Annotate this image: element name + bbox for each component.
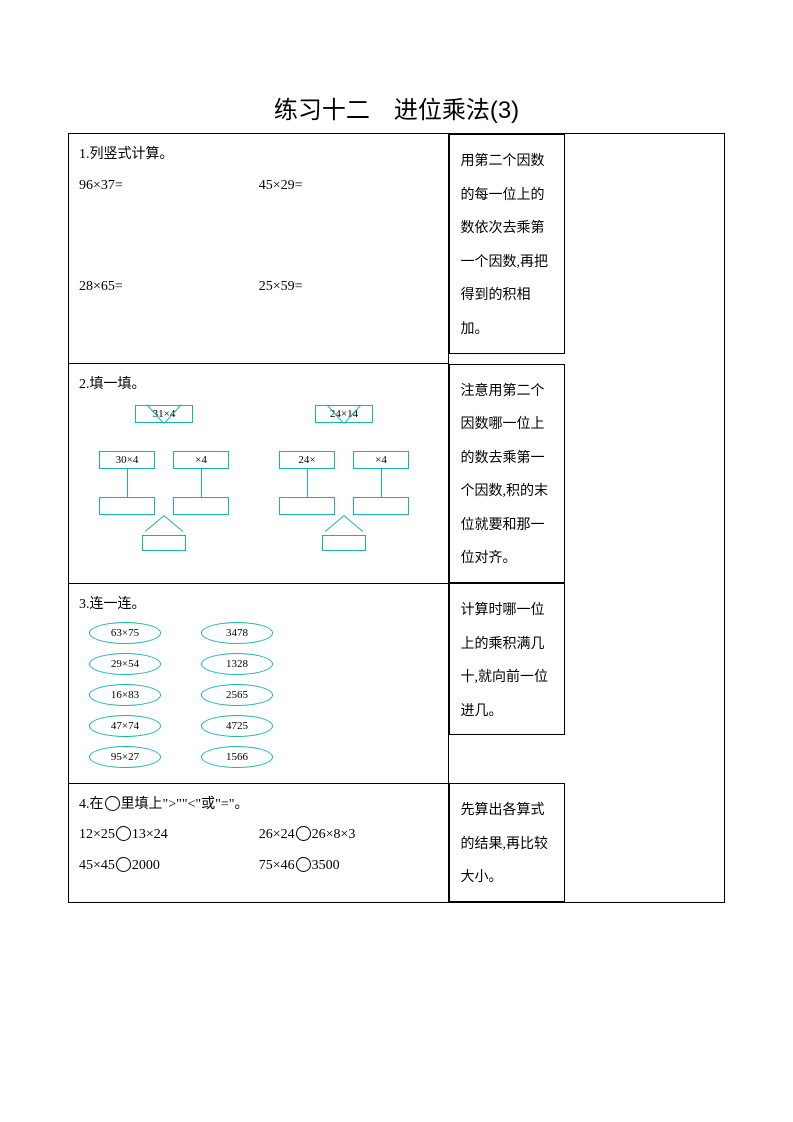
tree-box: 31×4 — [135, 405, 193, 423]
compare-item: 45×45 2000 — [79, 851, 259, 882]
match-oval: 1328 — [201, 653, 273, 675]
tree-box-empty — [173, 497, 229, 515]
tree-box-empty — [353, 497, 409, 515]
match-oval: 63×75 — [89, 622, 161, 644]
match-oval: 3478 — [201, 622, 273, 644]
section2-left: 2.填一填。 31×4 30×4 ×4 — [69, 364, 449, 584]
match-oval: 1566 — [201, 746, 273, 768]
match-oval: 29×54 — [89, 653, 161, 675]
match-oval: 16×83 — [89, 684, 161, 706]
blank-circle-icon — [105, 796, 120, 811]
heading-text: 里填上">""<"或"="。 — [121, 797, 249, 812]
match-oval: 4725 — [201, 715, 273, 737]
compare-text: 26×24 — [259, 827, 295, 842]
section2-heading: 2.填一填。 — [79, 370, 438, 401]
match-oval: 2565 — [201, 684, 273, 706]
blank-circle-icon — [296, 826, 311, 841]
compare-item: 75×46 3500 — [259, 851, 439, 882]
tree-2: 24×14 24× ×4 — [269, 405, 419, 553]
section4-note-cell: 先算出各算式的结果,再比较大小。 — [449, 783, 564, 902]
section1-note: 用第二个因数的每一位上的数依次去乘第一个因数,再把得到的积相加。 — [460, 141, 553, 347]
compare-text: 3500 — [312, 858, 340, 873]
tree-box-empty — [322, 535, 366, 551]
compare-text: 13×24 — [132, 827, 168, 842]
tree-box: ×4 — [173, 451, 229, 469]
section3-heading: 3.连一连。 — [79, 590, 438, 621]
match-right-col: 3478 1328 2565 4725 1566 — [201, 622, 273, 768]
section1-heading: 1.列竖式计算。 — [79, 140, 438, 171]
compare-text: 26×8×3 — [312, 827, 356, 842]
match-left-col: 63×75 29×54 16×83 47×74 95×27 — [89, 622, 161, 768]
heading-text: 4.在 — [79, 797, 104, 812]
section4-heading: 4.在 里填上">""<"或"="。 — [79, 790, 438, 821]
tree-box: 30×4 — [99, 451, 155, 469]
section3-note-cell: 计算时哪一位上的乘积满几十,就向前一位进几。 — [449, 583, 564, 735]
match-diagram: 63×75 29×54 16×83 47×74 95×27 3478 1328 … — [79, 620, 438, 770]
tree-diagrams: 31×4 30×4 ×4 24×14 — [79, 401, 438, 557]
section3-note: 计算时哪一位上的乘积满几十,就向前一位进几。 — [460, 590, 553, 728]
match-oval: 47×74 — [89, 715, 161, 737]
tree-box: ×4 — [353, 451, 409, 469]
tree-box-empty — [279, 497, 335, 515]
section3-left: 3.连一连。 63×75 29×54 16×83 47×74 95×27 347… — [69, 583, 449, 783]
tree-box: 24×14 — [315, 405, 373, 423]
section4-note: 先算出各算式的结果,再比较大小。 — [460, 790, 553, 895]
section1-note-cell: 用第二个因数的每一位上的数依次去乘第一个因数,再把得到的积相加。 — [449, 134, 564, 354]
compare-text: 12×25 — [79, 827, 115, 842]
section2-note-cell: 注意用第二个因数哪一位上的数去乘第一个因数,积的末位就要和那一位对齐。 — [449, 364, 564, 584]
tree-box-empty — [142, 535, 186, 551]
calc-item: 28×65= — [79, 272, 259, 303]
compare-text: 45×45 — [79, 858, 115, 873]
worksheet-table: 1.列竖式计算。 96×37= 45×29= 28×65= 25×59= 用第二… — [68, 133, 725, 903]
calc-item: 96×37= — [79, 171, 259, 202]
compare-item: 26×24 26×8×3 — [259, 820, 439, 851]
blank-circle-icon — [116, 857, 131, 872]
tree-1: 31×4 30×4 ×4 — [89, 405, 239, 553]
calc-item: 25×59= — [259, 272, 439, 303]
match-oval: 95×27 — [89, 746, 161, 768]
tree-box: 24× — [279, 451, 335, 469]
blank-circle-icon — [296, 857, 311, 872]
compare-text: 75×46 — [259, 858, 295, 873]
section4-left: 4.在 里填上">""<"或"="。 12×25 13×24 26×24 26×8×3… — [69, 783, 449, 902]
section2-note: 注意用第二个因数哪一位上的数去乘第一个因数,积的末位就要和那一位对齐。 — [460, 371, 553, 577]
calc-item: 45×29= — [259, 171, 439, 202]
blank-circle-icon — [116, 826, 131, 841]
page-title: 练习十二 进位乘法(3) — [68, 90, 725, 125]
compare-item: 12×25 13×24 — [79, 820, 259, 851]
compare-text: 2000 — [132, 858, 160, 873]
section1-left: 1.列竖式计算。 96×37= 45×29= 28×65= 25×59= — [69, 134, 449, 364]
tree-box-empty — [99, 497, 155, 515]
